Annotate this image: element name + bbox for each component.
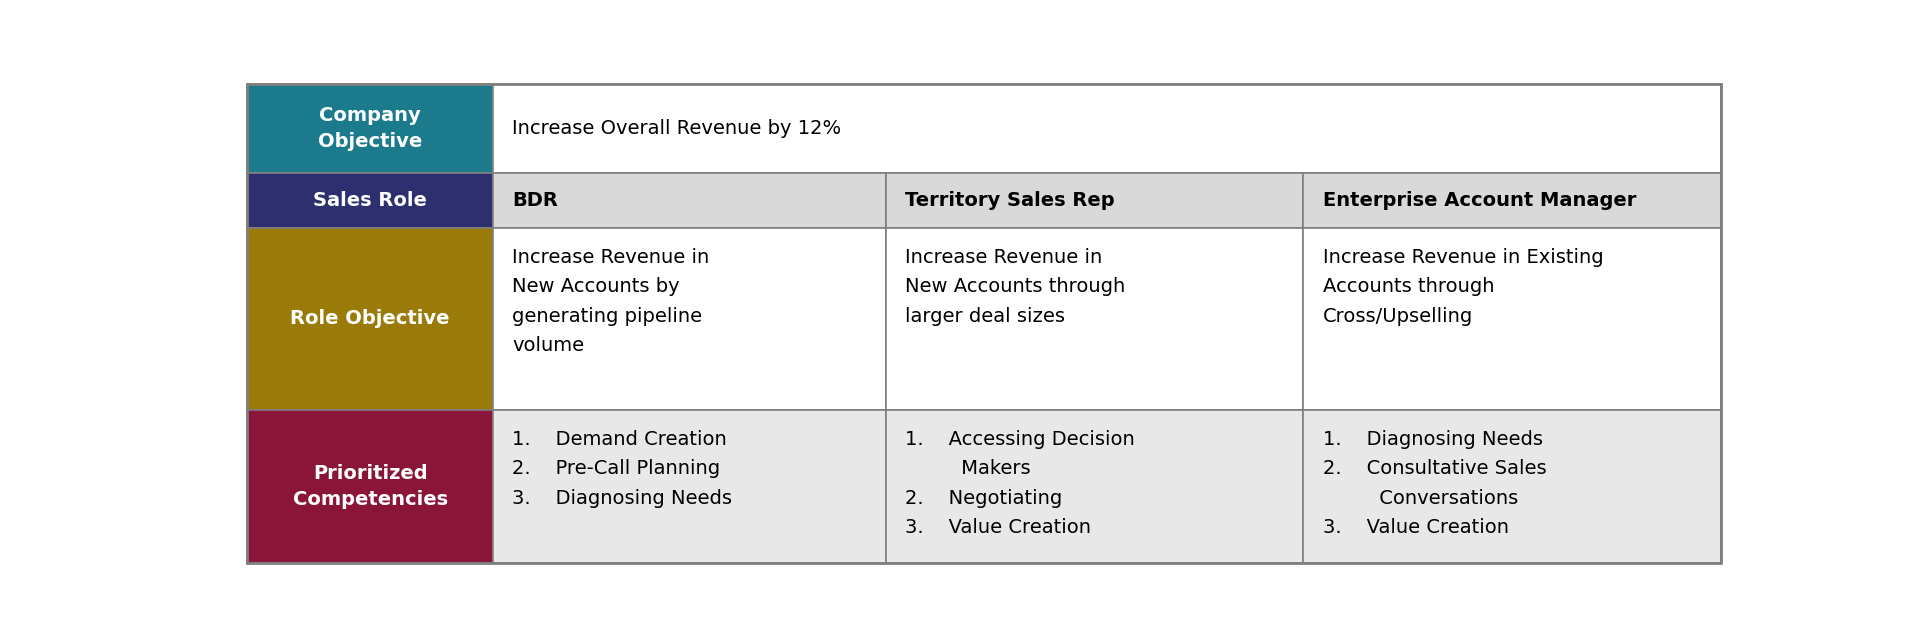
Bar [493,85,1720,173]
Bar [248,85,493,173]
Text: Prioritized
Competencies: Prioritized Competencies [292,463,447,509]
Text: Increase Overall Revenue by 12%: Increase Overall Revenue by 12% [513,119,841,138]
Text: Increase Revenue in Existing
Accounts through
Cross/Upselling: Increase Revenue in Existing Accounts th… [1323,247,1603,326]
Text: Enterprise Account Manager: Enterprise Account Manager [1323,191,1636,210]
Bar [885,410,1304,563]
Bar [493,173,885,228]
Bar [248,228,493,410]
Bar [1304,228,1720,410]
Bar [1304,173,1720,228]
Bar [493,228,885,410]
Bar [248,410,493,563]
Text: Role Objective: Role Objective [290,310,449,328]
Bar [248,173,493,228]
Bar [493,410,885,563]
Bar [885,173,1304,228]
Bar [885,228,1304,410]
Text: 1.    Accessing Decision
         Makers
2.    Negotiating
3.    Value Creation: 1. Accessing Decision Makers 2. Negotiat… [904,429,1135,537]
Text: 1.    Diagnosing Needs
2.    Consultative Sales
         Conversations
3.    Val: 1. Diagnosing Needs 2. Consultative Sale… [1323,429,1546,537]
Bar [1304,410,1720,563]
Text: Increase Revenue in
New Accounts by
generating pipeline
volume: Increase Revenue in New Accounts by gene… [513,247,710,355]
Text: Territory Sales Rep: Territory Sales Rep [904,191,1116,210]
Text: Sales Role: Sales Role [313,191,426,210]
Text: Company
Objective: Company Objective [319,106,422,151]
Text: Increase Revenue in
New Accounts through
larger deal sizes: Increase Revenue in New Accounts through… [904,247,1125,326]
Text: 1.    Demand Creation
2.    Pre-Call Planning
3.    Diagnosing Needs: 1. Demand Creation 2. Pre-Call Planning … [513,429,732,508]
Text: BDR: BDR [513,191,559,210]
